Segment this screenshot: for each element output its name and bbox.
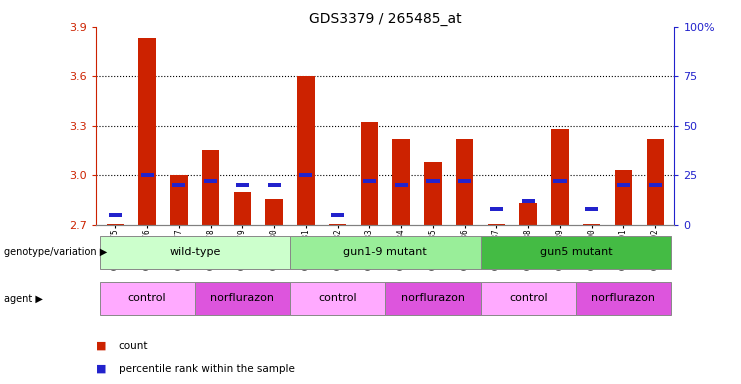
Bar: [522, 199, 535, 203]
Text: wild-type: wild-type: [169, 247, 221, 257]
Bar: [583, 224, 600, 225]
Bar: [576, 282, 671, 315]
Bar: [615, 170, 632, 225]
Text: control: control: [319, 293, 357, 303]
Text: gun5 mutant: gun5 mutant: [539, 247, 612, 257]
Bar: [385, 282, 481, 315]
Bar: [290, 236, 481, 269]
Bar: [426, 179, 439, 183]
Bar: [648, 183, 662, 187]
Text: genotype/variation ▶: genotype/variation ▶: [4, 247, 107, 258]
Bar: [490, 207, 503, 211]
Bar: [297, 76, 315, 225]
Bar: [299, 174, 313, 177]
Bar: [519, 203, 537, 225]
Text: ■: ■: [96, 364, 107, 374]
Bar: [551, 129, 568, 225]
Text: norflurazon: norflurazon: [591, 293, 656, 303]
Bar: [424, 162, 442, 225]
Bar: [361, 122, 378, 225]
Bar: [204, 179, 217, 183]
Bar: [363, 179, 376, 183]
Bar: [141, 174, 153, 177]
Bar: [233, 192, 251, 225]
Bar: [329, 224, 346, 225]
Bar: [236, 183, 249, 187]
Text: ■: ■: [96, 341, 107, 351]
Bar: [488, 224, 505, 225]
Bar: [617, 183, 630, 187]
Text: norflurazon: norflurazon: [210, 293, 274, 303]
Text: agent ▶: agent ▶: [4, 293, 42, 304]
Bar: [195, 282, 290, 315]
Bar: [290, 282, 385, 315]
Bar: [170, 175, 187, 225]
Bar: [458, 179, 471, 183]
Bar: [268, 183, 281, 187]
Bar: [456, 139, 473, 225]
Text: control: control: [128, 293, 167, 303]
Title: GDS3379 / 265485_at: GDS3379 / 265485_at: [309, 12, 462, 26]
Bar: [646, 139, 664, 225]
Bar: [99, 282, 195, 315]
Bar: [139, 38, 156, 225]
Bar: [331, 213, 345, 217]
Bar: [173, 183, 185, 187]
Bar: [393, 139, 410, 225]
Bar: [99, 236, 290, 269]
Bar: [395, 183, 408, 187]
Text: count: count: [119, 341, 148, 351]
Bar: [265, 199, 283, 225]
Bar: [202, 151, 219, 225]
Bar: [109, 213, 122, 217]
Text: norflurazon: norflurazon: [401, 293, 465, 303]
Text: control: control: [509, 293, 548, 303]
Bar: [585, 207, 598, 211]
Bar: [481, 282, 576, 315]
Bar: [107, 224, 124, 225]
Text: gun1-9 mutant: gun1-9 mutant: [343, 247, 428, 257]
Text: percentile rank within the sample: percentile rank within the sample: [119, 364, 294, 374]
Bar: [481, 236, 671, 269]
Bar: [554, 179, 567, 183]
